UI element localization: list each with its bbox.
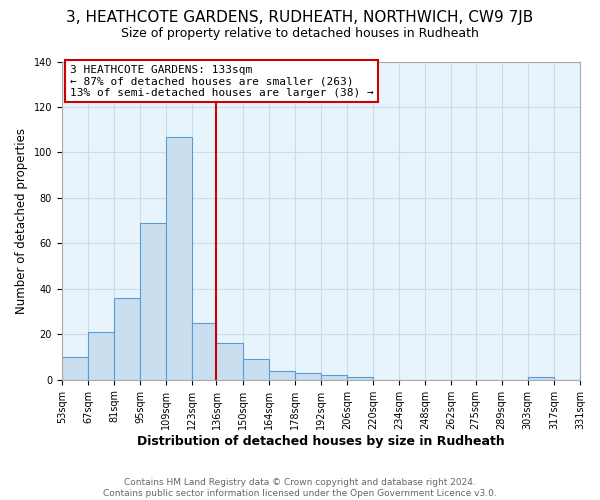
- Bar: [528, 378, 554, 380]
- Bar: [166, 136, 192, 380]
- Text: 3, HEATHCOTE GARDENS, RUDHEATH, NORTHWICH, CW9 7JB: 3, HEATHCOTE GARDENS, RUDHEATH, NORTHWIC…: [67, 10, 533, 25]
- Bar: [88, 332, 114, 380]
- Bar: [62, 357, 88, 380]
- Text: Size of property relative to detached houses in Rudheath: Size of property relative to detached ho…: [121, 28, 479, 40]
- Y-axis label: Number of detached properties: Number of detached properties: [15, 128, 28, 314]
- X-axis label: Distribution of detached houses by size in Rudheath: Distribution of detached houses by size …: [137, 434, 505, 448]
- Bar: [217, 344, 242, 380]
- Bar: [295, 373, 321, 380]
- Bar: [321, 375, 347, 380]
- Bar: [140, 223, 166, 380]
- Bar: [192, 323, 217, 380]
- Text: Contains HM Land Registry data © Crown copyright and database right 2024.
Contai: Contains HM Land Registry data © Crown c…: [103, 478, 497, 498]
- Bar: [242, 360, 269, 380]
- Text: 3 HEATHCOTE GARDENS: 133sqm
← 87% of detached houses are smaller (263)
13% of se: 3 HEATHCOTE GARDENS: 133sqm ← 87% of det…: [70, 64, 373, 98]
- Bar: [269, 370, 295, 380]
- Bar: [114, 298, 140, 380]
- Bar: [347, 378, 373, 380]
